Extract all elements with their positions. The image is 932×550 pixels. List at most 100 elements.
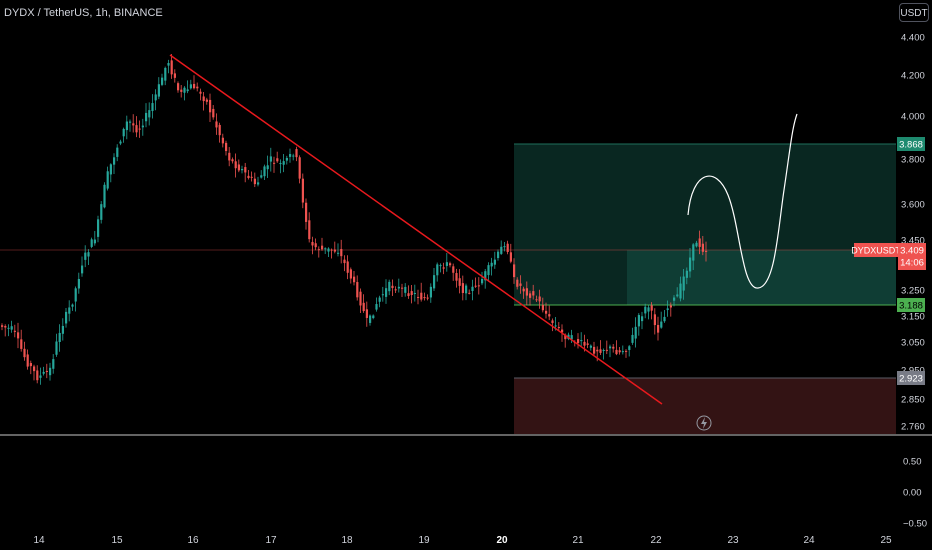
candle-body [186,89,189,92]
projection-curve[interactable] [687,113,798,289]
candle-body [173,73,176,78]
candle-body [20,339,23,349]
time-tick: 22 [650,535,662,546]
candle-body [205,99,208,102]
candle-body [506,243,509,252]
candle-body [141,125,144,128]
take-profit-badge [897,137,925,151]
chart-title: DYDX / TetherUS, 1h, BINANCE [4,7,163,19]
candle-body [407,293,410,297]
price-tick: 3.050 [901,338,925,349]
candle-body [404,286,407,293]
candle-body [586,343,589,345]
candle-body [10,326,13,330]
trendline[interactable] [169,54,663,405]
candle-body [445,262,448,266]
candle-body [324,248,327,250]
candle-body [394,289,397,291]
candle-body [647,307,650,312]
candle-body [618,350,621,353]
candle-body [145,112,148,122]
candle-body [273,162,276,164]
currency-button[interactable]: USDT [899,3,929,22]
candle-body [45,370,48,372]
candle-body [634,326,637,339]
price-tick: 3.800 [901,155,925,166]
time-tick: 18 [341,535,353,546]
lightning-glyph [701,417,707,429]
candle-body [458,278,461,286]
candle-body [561,329,564,333]
candle-body [698,238,701,247]
stop-loss-label: 2.923 [899,374,923,385]
candle-body [103,184,106,208]
candle-body [497,251,500,259]
candle-body [455,273,458,281]
candle-body [260,175,263,178]
candle-body [564,334,567,340]
candle-body [151,103,154,112]
candle-body [436,264,439,276]
candle-body [519,283,522,286]
candle-body [449,263,452,266]
candle-body [695,242,698,247]
take-profit-label: 3.868 [899,140,923,151]
candle-body [237,164,240,171]
candle-body [77,278,80,289]
indicator-axis[interactable]: 0.50 0.00 −0.50 [903,457,927,530]
candle-body [289,154,292,157]
candle-body [621,351,624,353]
time-axis[interactable]: 14 15 16 17 18 19 20 21 22 23 24 25 [33,535,892,546]
candle-body [362,302,365,312]
candle-body [193,83,196,89]
entry-badge [897,298,925,312]
candle-body [177,83,180,91]
current-price-label: 3.409 [900,246,924,257]
candle-body [26,354,29,367]
candle-body [653,314,656,326]
price-tick: 3.600 [901,200,925,211]
candle-body [90,239,93,247]
countdown-label: 14:06 [900,258,924,269]
lightning-icon[interactable] [696,415,712,431]
stop-loss-badge [897,371,925,385]
entry-label: 3.188 [899,301,923,312]
candle-body [157,84,160,97]
candle-body [33,366,36,372]
candle-body [541,304,544,311]
candle-body [257,182,260,185]
candle-body [525,288,528,296]
indicator-tick: 0.00 [903,488,922,499]
candle-body [375,304,378,310]
candle-body [657,324,660,333]
candle-body [183,87,186,93]
candle-body [4,326,7,328]
candle-body [209,99,212,113]
candle-body [596,349,599,352]
candle-body [481,278,484,284]
candle-body [113,157,116,165]
candle-body [589,345,592,348]
candle-body [263,166,266,177]
candle-body [609,346,612,349]
candle-body [202,96,205,102]
candle-body [301,178,304,203]
candle-body [106,171,109,189]
candle-body [1,325,4,327]
candle-body [349,269,352,279]
candle-body [276,158,279,162]
candle-body [602,349,605,351]
candle-body [97,219,100,237]
price-tick: 3.150 [901,312,925,323]
candle-body [474,285,477,287]
candle-body [253,178,256,185]
candle-body [471,286,474,292]
candle-body [500,246,503,254]
candle-body [311,241,314,246]
candle-body [644,306,647,314]
candle-body [423,297,426,299]
candle-body [346,261,349,273]
candle-body [417,296,420,298]
time-tick: 16 [187,535,199,546]
